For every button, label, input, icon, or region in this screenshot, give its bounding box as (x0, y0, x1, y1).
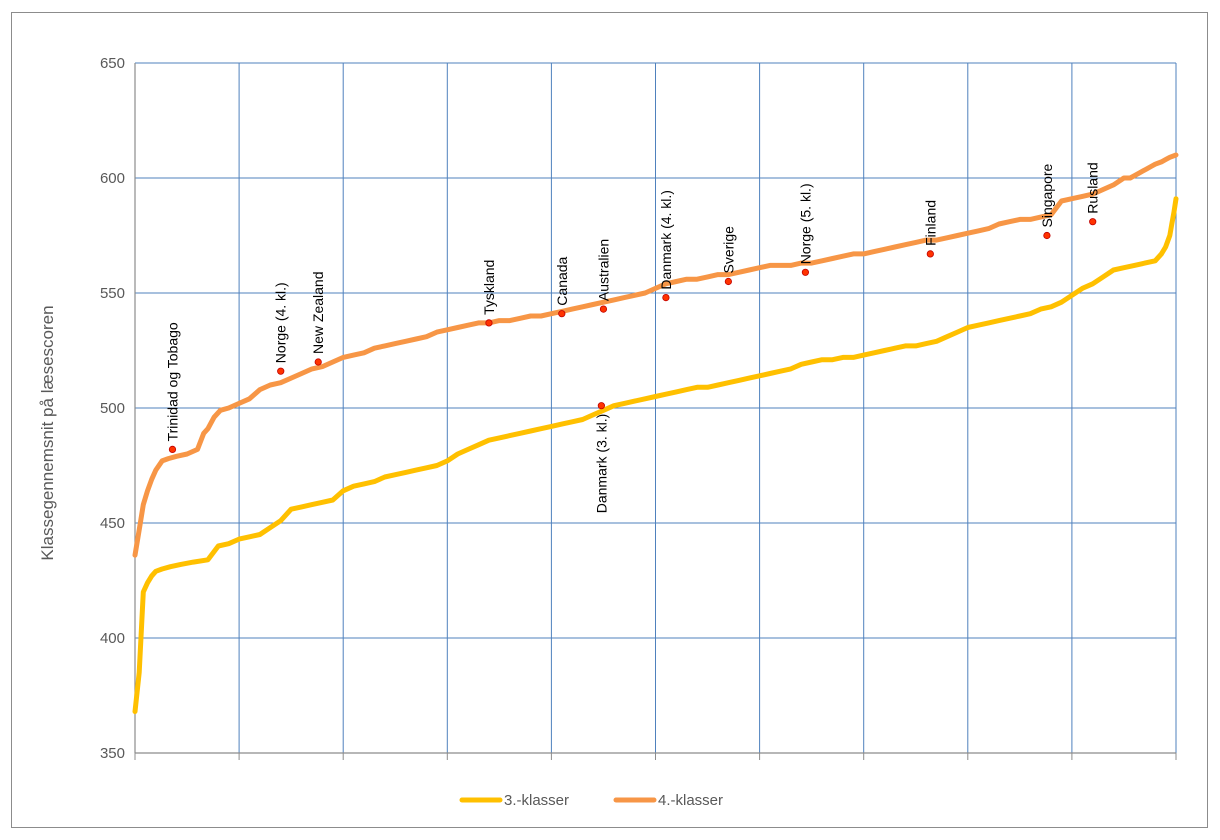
y-tick-label: 600 (100, 170, 125, 187)
y-axis-ticks: 350 400 450 500 550 600 650 (100, 55, 125, 762)
annotation-marker (663, 294, 669, 300)
annotation-label: Trinidad og Tobago (164, 322, 180, 441)
annotation-label: Australien (595, 239, 611, 301)
annotation-marker (486, 320, 492, 326)
annotation-label: Danmark (4. kl.) (658, 190, 674, 290)
annotation-marker (559, 311, 565, 317)
y-tick-label: 450 (100, 515, 125, 532)
y-tick-label: 500 (100, 400, 125, 417)
annotation-marker (278, 368, 284, 374)
annotation-marker (1044, 232, 1050, 238)
annotation-label: Sverige (720, 226, 736, 274)
annotation-label: Canada (554, 256, 570, 305)
annotation-label: Norge (5. kl.) (797, 183, 813, 264)
annotation-label: New Zealand (310, 272, 326, 355)
annotation-label: Rusland (1085, 162, 1101, 213)
annotation-marker (315, 359, 321, 365)
annotation-label: Finland (922, 200, 938, 246)
annotation-label: Tyskland (481, 260, 497, 315)
gridlines (135, 63, 1176, 753)
legend: 3.-klasser 4.-klasser (462, 792, 723, 809)
annotation-marker (802, 269, 808, 275)
y-tick-label: 400 (100, 630, 125, 647)
annotation-marker (598, 403, 604, 409)
annotation-marker (600, 306, 606, 312)
legend-label: 3.-klasser (504, 792, 569, 809)
annotation-markers (169, 219, 1096, 453)
y-tick-label: 650 (100, 55, 125, 72)
annotation-marker (725, 278, 731, 284)
annotation-label: Singapore (1039, 163, 1055, 227)
annotation-marker (169, 446, 175, 452)
legend-label: 4.-klasser (658, 792, 723, 809)
annotation-label: Danmark (3. kl.) (593, 414, 609, 514)
y-tick-label: 550 (100, 285, 125, 302)
annotation-marker (1090, 219, 1096, 225)
annotation-marker (927, 251, 933, 257)
annotation-labels: Trinidad og Tobago Norge (4. kl.) New Zeal… (164, 162, 1100, 513)
y-axis-title: Klassegennemsnit på læsescoren (38, 305, 57, 560)
y-tick-label: 350 (100, 745, 125, 762)
annotation-label: Norge (4. kl.) (273, 282, 289, 363)
